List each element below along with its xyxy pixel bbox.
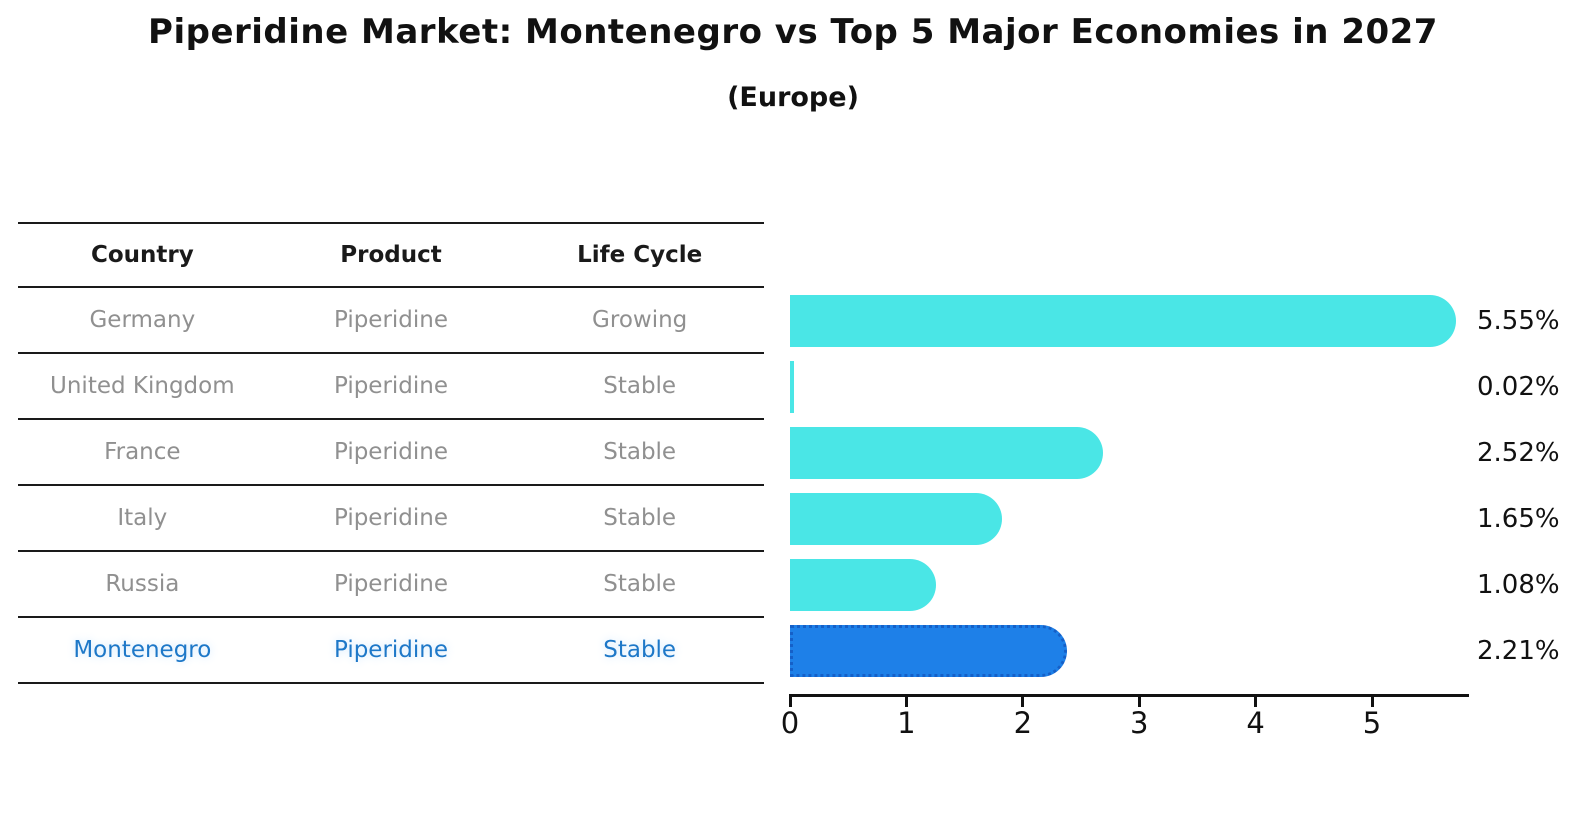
chart-subtitle: (Europe) [727, 82, 859, 113]
table-row-montenegro: Montenegro Piperidine Stable [18, 618, 764, 684]
bar-france [790, 427, 1103, 479]
x-tick-label-3: 3 [1129, 706, 1149, 740]
cell-product: Piperidine [333, 373, 449, 399]
x-tick-mark-1 [904, 696, 908, 707]
x-tick-mark-0 [788, 696, 792, 707]
x-tick-mark-5 [1370, 696, 1374, 707]
cell-country: Montenegro [73, 637, 212, 663]
x-tick-mark-3 [1137, 696, 1141, 707]
cell-life-cycle: Stable [603, 505, 677, 531]
cell-life-cycle: Stable [603, 439, 677, 465]
cell-product: Piperidine [333, 307, 449, 333]
cell-life-cycle: Stable [603, 637, 677, 663]
cell-product: Piperidine [333, 505, 449, 531]
table-body: Germany Piperidine Growing United Kingdom Pi… [18, 288, 764, 684]
x-tick-label-1: 1 [897, 706, 916, 740]
x-tick-mark-4 [1254, 696, 1258, 707]
table-row-france: France Piperidine Stable [18, 420, 764, 486]
value-label-italy: 1.65% [1477, 504, 1560, 534]
table-row-united-kingdom: United Kingdom Piperidine Stable [18, 354, 764, 420]
bar-russia [790, 559, 936, 611]
x-tick-label-2: 2 [1013, 706, 1033, 740]
cell-country: Germany [89, 307, 196, 333]
value-label-united-kingdom: 0.02% [1477, 372, 1560, 402]
table-row-russia: Russia Piperidine Stable [18, 552, 764, 618]
value-label-germany: 5.55% [1477, 306, 1560, 336]
cell-life-cycle: Stable [603, 373, 677, 399]
bar-united-kingdom [790, 361, 794, 413]
cell-life-cycle: Stable [603, 571, 677, 597]
cell-country: United Kingdom [50, 373, 235, 399]
bar-italy [790, 493, 1002, 545]
country-table: Country Product Life Cycle Germany Piperidi… [18, 222, 764, 684]
value-label-russia: 1.08% [1477, 570, 1560, 600]
cell-product: Piperidine [333, 439, 449, 465]
value-label-montenegro: 2.21% [1477, 636, 1560, 666]
table-row-germany: Germany Piperidine Growing [18, 288, 764, 354]
table-header-row: Country Product Life Cycle [18, 222, 764, 288]
cell-product: Piperidine [333, 571, 449, 597]
x-tick-label-4: 4 [1246, 706, 1265, 740]
column-header-product: Product [340, 242, 442, 268]
bar-germany [790, 295, 1456, 347]
x-tick-mark-2 [1021, 696, 1025, 707]
cell-country: Russia [105, 571, 180, 597]
column-header-country: Country [90, 242, 194, 268]
table-row-italy: Italy Piperidine Stable [18, 486, 764, 552]
cell-product: Piperidine [333, 637, 449, 663]
column-header-life-cycle: Life Cycle [577, 242, 703, 268]
cell-country: Italy [117, 505, 168, 531]
cell-country: France [104, 439, 181, 465]
x-tick-label-0: 0 [780, 706, 800, 740]
cell-life-cycle: Growing [592, 307, 688, 333]
value-label-france: 2.52% [1477, 438, 1560, 468]
bar-montenegro [790, 625, 1067, 677]
x-axis-line [789, 694, 1469, 697]
chart-title: Piperidine Market: Montenegro vs Top 5 M… [148, 12, 1438, 52]
x-tick-label-5: 5 [1362, 706, 1382, 740]
